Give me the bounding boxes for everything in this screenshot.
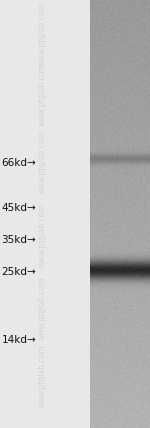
Text: 14kd→: 14kd→	[2, 335, 36, 345]
Text: www.ptglab.com: www.ptglab.com	[38, 131, 46, 194]
Text: www.ptglab.com: www.ptglab.com	[38, 276, 46, 340]
Text: www.ptglab.com: www.ptglab.com	[38, 345, 46, 408]
Text: www.ptglab.com: www.ptglab.com	[38, 3, 46, 66]
Text: www.ptglab.com: www.ptglab.com	[38, 62, 46, 126]
Text: 25kd→: 25kd→	[2, 267, 36, 277]
Text: 45kd→: 45kd→	[2, 203, 36, 213]
Text: 66kd→: 66kd→	[2, 158, 36, 168]
Text: www.ptglab.com: www.ptglab.com	[38, 204, 46, 267]
Text: 35kd→: 35kd→	[2, 235, 36, 245]
